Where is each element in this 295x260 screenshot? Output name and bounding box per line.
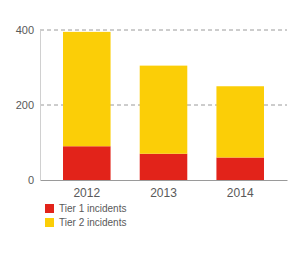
y-tick: 0 (28, 174, 34, 186)
bar (140, 66, 188, 154)
legend-label: Tier 1 incidents (59, 203, 126, 214)
legend-swatch (45, 204, 54, 213)
bar (63, 32, 111, 146)
x-axis-line (41, 180, 288, 181)
x-tick: 2013 (150, 186, 177, 200)
x-axis: 2012 2013 2014 (41, 181, 288, 200)
y-tick-label: 200 (16, 99, 34, 111)
chart: 2012201320140200400Tier 1 incidentsTier … (0, 0, 295, 260)
x-tick: 2014 (227, 186, 254, 200)
y-tick-label: 400 (16, 24, 34, 36)
legend: Tier 1 incidents Tier 2 incidents (45, 203, 126, 228)
bar (216, 86, 264, 157)
x-tick: 2012 (73, 186, 100, 200)
y-tick: 400 (16, 24, 34, 36)
y-tick: 200 (16, 99, 34, 111)
grid-line (40, 30, 287, 31)
x-tick-label: 2014 (227, 186, 254, 200)
legend-label: Tier 2 incidents (59, 217, 126, 228)
y-axis-line (40, 31, 41, 181)
x-tick-label: 2012 (73, 186, 100, 200)
x-tick-label: 2013 (150, 186, 177, 200)
bars (63, 32, 264, 180)
y-axis: 0 200 400 (16, 24, 41, 186)
bar (216, 158, 264, 181)
legend-swatch (45, 218, 54, 227)
bar (63, 146, 111, 180)
bar (140, 154, 188, 180)
y-tick-label: 0 (28, 174, 34, 186)
